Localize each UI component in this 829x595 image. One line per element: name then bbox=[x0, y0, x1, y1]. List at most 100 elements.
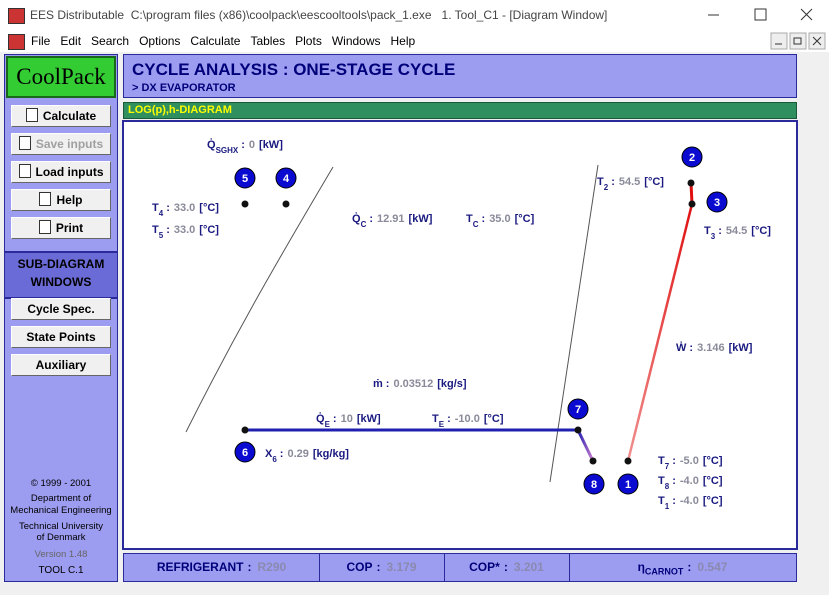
results-bar: REFRIGERANT: R290 COP:3.179 COP*:3.201 ηCARN… bbox=[123, 553, 797, 582]
menu-item[interactable]: Plots bbox=[295, 34, 322, 48]
cycle-line bbox=[576, 429, 595, 462]
value: 54.5 bbox=[726, 225, 747, 237]
subscript: 4 bbox=[159, 209, 164, 218]
value: -4.0 bbox=[680, 495, 699, 507]
result-cell: COP:3.179 bbox=[319, 554, 445, 581]
separator: : bbox=[672, 455, 676, 467]
result-value: 3.201 bbox=[513, 560, 544, 574]
button-label: Print bbox=[55, 221, 84, 235]
unit: [kW] bbox=[409, 213, 433, 225]
result-label: η bbox=[637, 560, 645, 574]
value: 33.0 bbox=[174, 224, 195, 236]
result-value: R290 bbox=[257, 560, 287, 574]
footer-text: of Denmark bbox=[36, 532, 86, 543]
state-number: 1 bbox=[625, 479, 631, 491]
button-label: Save inputs bbox=[35, 137, 104, 151]
title-bar: EES Distributable C:\program files (x86)… bbox=[0, 0, 829, 30]
quantity-label: TE: -10.0 [°C] bbox=[432, 413, 504, 429]
value: 54.5 bbox=[619, 176, 640, 188]
quantity-label: Ẇ:3.146 [kW] bbox=[676, 341, 753, 354]
value: 10 bbox=[341, 413, 353, 425]
button-icon bbox=[39, 192, 52, 206]
value: -10.0 bbox=[455, 413, 480, 425]
value: 0.03512 bbox=[393, 378, 433, 390]
value: 33.0 bbox=[174, 202, 195, 214]
footer-text: © 1999 - 2001 bbox=[30, 478, 92, 489]
state-dot bbox=[589, 457, 597, 465]
menu-item[interactable]: File bbox=[31, 34, 51, 48]
unit: [°C] bbox=[199, 202, 219, 214]
menu-item[interactable]: Tables bbox=[250, 34, 286, 48]
result-cell: COP*:3.201 bbox=[444, 554, 570, 581]
state-marker bbox=[583, 473, 605, 495]
symbol: Q̇ bbox=[207, 138, 216, 151]
separator: : bbox=[369, 213, 373, 225]
menu-item[interactable]: Windows bbox=[331, 34, 381, 48]
button-label: Load inputs bbox=[35, 165, 104, 179]
quantity-label: T7: -5.0 [°C] bbox=[658, 455, 723, 471]
menu-item[interactable]: Search bbox=[91, 34, 130, 48]
saturation-curve bbox=[549, 164, 599, 483]
doc-controls[interactable] bbox=[770, 32, 828, 50]
sidebar-button[interactable]: Load inputs bbox=[11, 161, 111, 183]
sidebar-button[interactable]: Calculate bbox=[11, 105, 111, 127]
sidebar-button[interactable]: Cycle Spec. bbox=[11, 298, 111, 320]
menu-item[interactable]: Edit bbox=[60, 34, 82, 48]
separator: : bbox=[689, 342, 693, 354]
state-dot bbox=[241, 426, 249, 434]
doc-icon bbox=[8, 34, 25, 50]
sidebar-button[interactable]: Save inputs bbox=[11, 133, 111, 155]
result-label: COP bbox=[346, 560, 373, 574]
separator: : bbox=[333, 413, 337, 425]
state-dot bbox=[282, 200, 290, 208]
symbol: Ẇ bbox=[676, 341, 687, 354]
separator: : bbox=[611, 176, 615, 188]
state-marker bbox=[275, 167, 297, 189]
value: -5.0 bbox=[680, 455, 699, 467]
subscript: E bbox=[439, 420, 445, 429]
result-separator: : bbox=[247, 560, 252, 574]
state-marker bbox=[706, 191, 728, 213]
symbol: Q̇ bbox=[316, 412, 325, 425]
sidebar-button[interactable]: State Points bbox=[11, 326, 111, 348]
separator: : bbox=[386, 378, 390, 390]
button-icon bbox=[25, 108, 38, 122]
separator: : bbox=[718, 225, 722, 237]
section-line: SUB-DIAGRAM bbox=[17, 257, 105, 271]
symbol: T bbox=[432, 413, 439, 425]
cycle-line bbox=[626, 203, 694, 462]
symbol: T bbox=[152, 202, 159, 214]
unit: [°C] bbox=[484, 413, 504, 425]
value: 35.0 bbox=[489, 213, 510, 225]
value: 0.29 bbox=[287, 448, 308, 460]
menu-item[interactable]: Options bbox=[139, 34, 181, 48]
subscript: 3 bbox=[711, 232, 716, 241]
menu-item[interactable]: Calculate bbox=[190, 34, 241, 48]
sidebar-button[interactable]: Help bbox=[11, 189, 111, 211]
result-cell: REFRIGERANT: R290 bbox=[124, 554, 320, 581]
symbol: T bbox=[704, 225, 711, 237]
footer-text: Technical University bbox=[19, 521, 103, 532]
quantity-label: Q̇E:10 [kW] bbox=[316, 412, 381, 428]
button-icon bbox=[18, 136, 31, 150]
sidebar-button[interactable]: Auxiliary bbox=[11, 354, 111, 376]
unit: [kg/kg] bbox=[313, 448, 349, 460]
separator: : bbox=[241, 139, 245, 151]
symbol: Q̇ bbox=[352, 212, 361, 225]
plot-area bbox=[122, 120, 798, 550]
quantity-label: T1: -4.0 [°C] bbox=[658, 495, 723, 511]
menu-item[interactable]: Help bbox=[390, 34, 416, 48]
state-marker bbox=[234, 167, 256, 189]
symbol: X bbox=[265, 448, 273, 460]
separator: : bbox=[672, 475, 676, 487]
quantity-label: ṁ:0.03512 [kg/s] bbox=[373, 378, 467, 390]
subscript: C bbox=[473, 220, 479, 229]
state-marker bbox=[681, 146, 703, 168]
sidebar-button[interactable]: Print bbox=[11, 217, 111, 239]
state-dot bbox=[241, 200, 249, 208]
quantity-label: Q̇SGHX:0 [kW] bbox=[207, 138, 283, 154]
subscript: 8 bbox=[665, 482, 670, 491]
window-controls[interactable] bbox=[700, 0, 829, 30]
subscript: 5 bbox=[159, 231, 164, 240]
